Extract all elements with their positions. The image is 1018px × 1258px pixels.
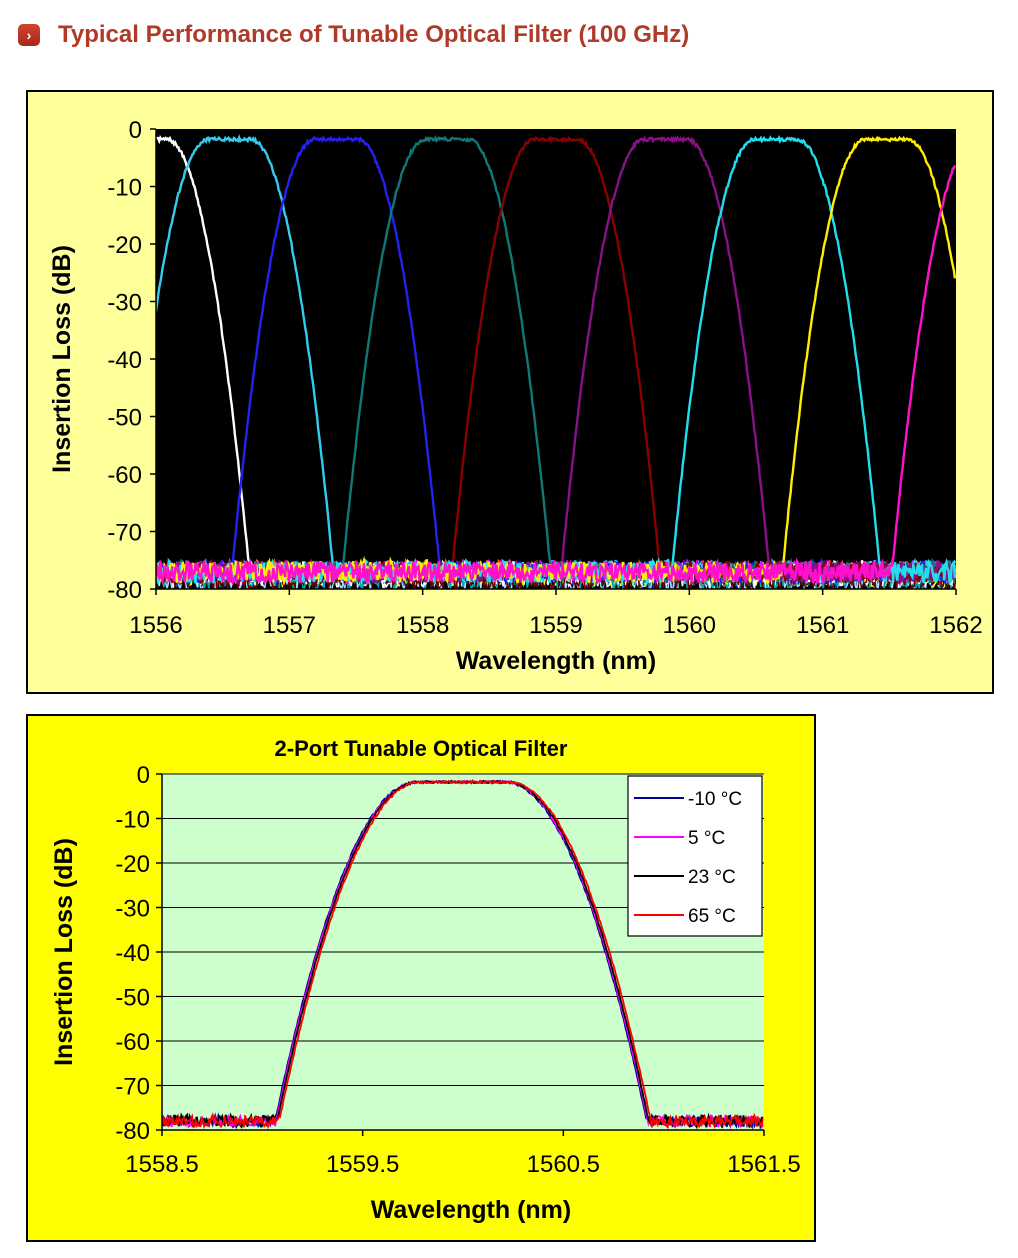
- x-tick-label: 1559: [529, 612, 582, 639]
- y-tick-label: -80: [115, 1118, 150, 1145]
- y-tick-label: -60: [115, 1029, 150, 1056]
- y-tick-label: -20: [115, 851, 150, 878]
- series-group: [156, 134, 956, 589]
- page-title: Typical Performance of Tunable Optical F…: [58, 21, 690, 48]
- y-tick-label: -30: [115, 896, 150, 923]
- legend-label: 5 °C: [688, 828, 725, 849]
- x-tick-label: 1561.5: [727, 1151, 800, 1178]
- temperature-stability-chart-svg: 2-Port Tunable Optical Filter 0 -10 -20 -30 -…: [50, 736, 801, 1224]
- x-tick-label: 1562: [929, 612, 982, 639]
- y-tick-label: 0: [137, 762, 150, 789]
- plot-area: [156, 129, 956, 589]
- y-tick-label: -30: [107, 290, 142, 317]
- y-tick-label: -10: [107, 175, 142, 202]
- series-group: [162, 779, 764, 1130]
- y-tick-label: -20: [107, 232, 142, 259]
- y-axis-label: Insertion Loss (dB): [48, 245, 76, 473]
- legend-box: [627, 775, 763, 937]
- y-tick-label: -50: [107, 405, 142, 432]
- y-tick-label: -40: [107, 347, 142, 374]
- legend-label: 65 °C: [688, 906, 736, 927]
- x-tick-label: 1560.5: [527, 1151, 600, 1178]
- legend-label: -10 °C: [688, 789, 742, 810]
- tuning-range-chart-svg: 0 -10 -20 -30 -40 -50 -60 -70 -80 1556 1557 1558 155…: [48, 117, 983, 675]
- chart-title: 2-Port Tunable Optical Filter: [275, 736, 568, 761]
- tuning-range-chart: 0 -10 -20 -30 -40 -50 -60 -70 -80 1556 1557 1558 155…: [26, 90, 994, 694]
- y-tick-label: -70: [107, 520, 142, 547]
- section-heading: › Typical Performance of Tunable Optical…: [18, 18, 689, 52]
- x-axis-label: Wavelength (nm): [371, 1196, 571, 1224]
- legend: -10 °C 5 °C 23 °C 65 °C: [627, 775, 763, 937]
- legend-label: 23 °C: [688, 867, 736, 888]
- y-tick-label: 0: [129, 117, 142, 144]
- temperature-series-line: [162, 779, 764, 1130]
- y-tick-label: -50: [115, 985, 150, 1012]
- x-tick-label: 1558: [396, 612, 449, 639]
- x-tick-label: 1561: [796, 612, 849, 639]
- chevron-right-icon: ›: [18, 24, 40, 46]
- x-tick-label: 1560: [663, 612, 716, 639]
- y-tick-label: -80: [107, 577, 142, 604]
- y-tick-label: -70: [115, 1074, 150, 1101]
- y-axis-label: Insertion Loss (dB): [50, 838, 78, 1066]
- y-tick-label: -60: [107, 462, 142, 489]
- x-tick-label: 1558.5: [125, 1151, 198, 1178]
- x-axis-label: Wavelength (nm): [456, 647, 656, 675]
- x-tick-label: 1557: [263, 612, 316, 639]
- y-tick-label: -10: [115, 807, 150, 834]
- x-tick-label: 1556: [129, 612, 182, 639]
- temperature-stability-chart: 2-Port Tunable Optical Filter 0 -10 -20 -30 -…: [26, 714, 816, 1242]
- filter-channel-line: [156, 165, 956, 586]
- y-tick-label: -40: [115, 940, 150, 967]
- x-tick-label: 1559.5: [326, 1151, 399, 1178]
